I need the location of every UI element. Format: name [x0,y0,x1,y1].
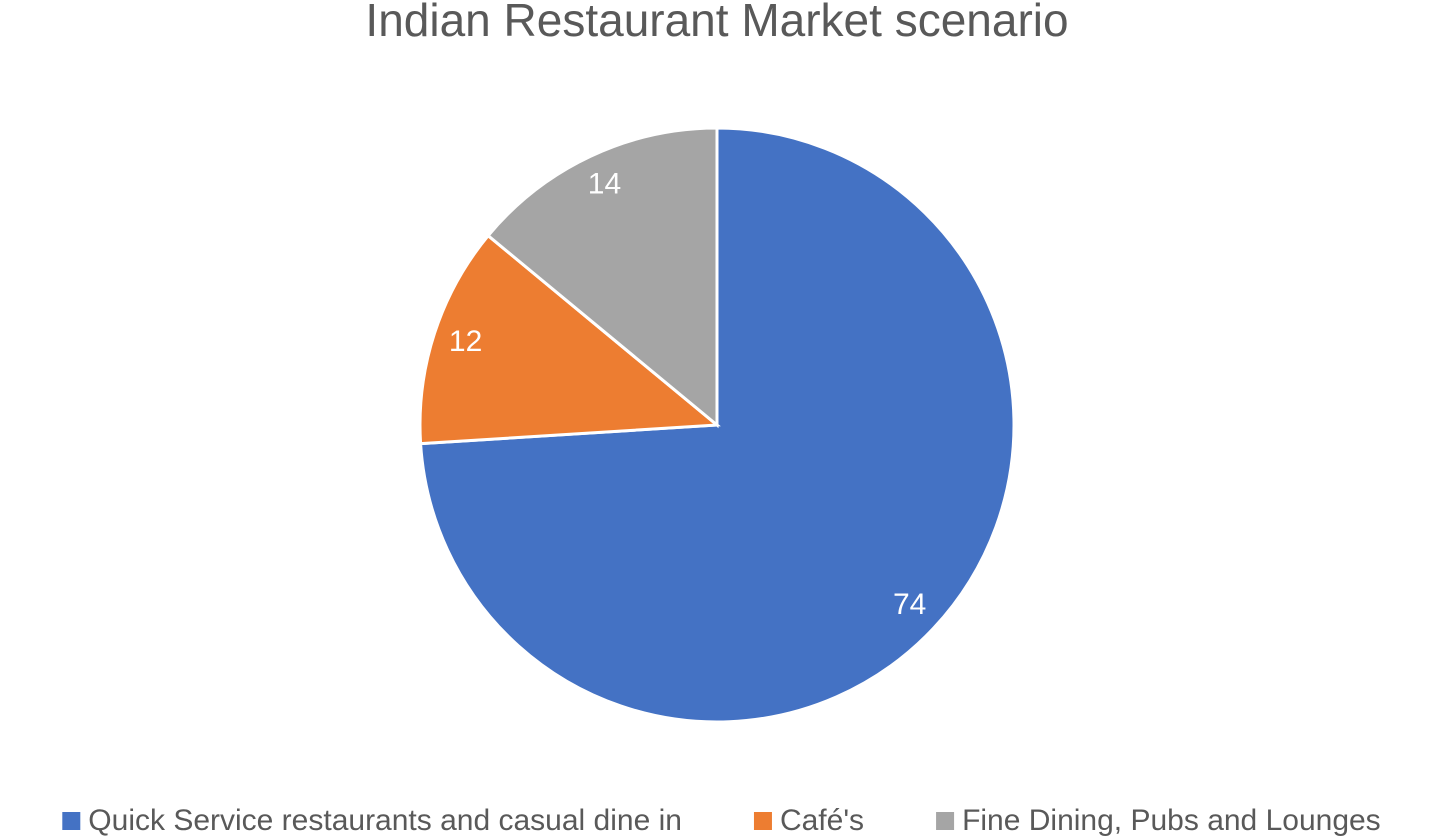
pie-slice [486,126,719,429]
legend-swatch [753,812,772,830]
data-label: 74 [893,588,926,621]
pie-slice [418,233,721,446]
legend-label: Quick Service restaurants and casual din… [88,804,682,837]
legend-swatch [62,812,81,830]
data-label: 14 [588,168,621,201]
data-label: 12 [449,325,482,358]
legend-label: Café's [780,804,864,837]
legend-swatch [936,812,955,830]
chart-title: Indian Restaurant Market scenario [365,0,1068,46]
legend-label: Fine Dining, Pubs and Lounges [962,804,1381,837]
